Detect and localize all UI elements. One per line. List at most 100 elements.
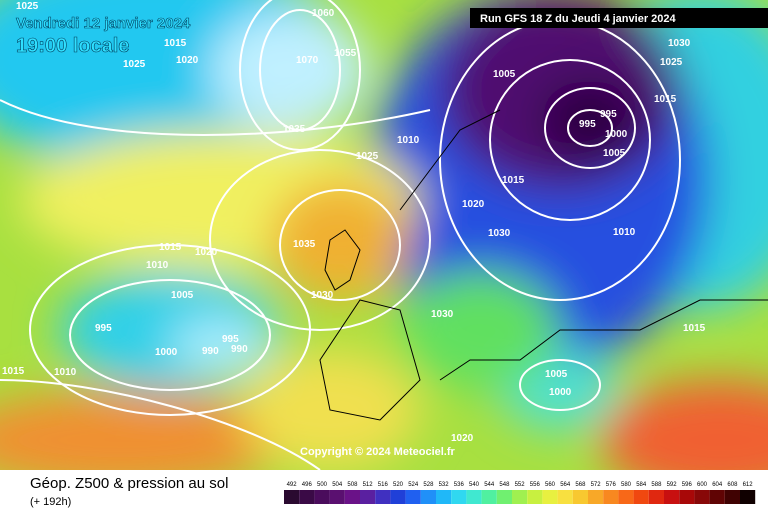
scale-swatch bbox=[724, 490, 740, 504]
scale-label: 508 bbox=[347, 482, 358, 488]
isobar-label: 1030 bbox=[668, 38, 691, 49]
scale-label: 560 bbox=[545, 482, 556, 488]
isobar-label: 1070 bbox=[296, 55, 319, 66]
isobar-label: 1020 bbox=[195, 247, 218, 258]
isobar-label: 1015 bbox=[683, 323, 706, 334]
scale-label: 492 bbox=[287, 482, 298, 488]
isobar-label: 1030 bbox=[311, 290, 334, 301]
scale-label: 592 bbox=[667, 482, 678, 488]
scale-label: 576 bbox=[606, 482, 617, 488]
scale-label: 612 bbox=[743, 482, 754, 488]
isobar-label: 1060 bbox=[312, 8, 335, 19]
scale-label: 528 bbox=[423, 482, 434, 488]
scale-swatch bbox=[618, 490, 634, 504]
scale-label: 568 bbox=[575, 482, 586, 488]
lead-time: (+ 192h) bbox=[30, 496, 71, 508]
scale-swatch bbox=[603, 490, 619, 504]
isobar-labels: 1025 1060 1015 1020 1025 1070 1055 1035 1025 1010… bbox=[2, 1, 706, 444]
scale-label: 532 bbox=[439, 482, 450, 488]
isobar-label: 1025 bbox=[16, 1, 39, 12]
isobar-label: 1010 bbox=[397, 135, 420, 146]
date-label: Vendredi 12 janvier 2024 bbox=[16, 15, 191, 32]
isobar-label: 1010 bbox=[54, 367, 77, 378]
scale-label: 540 bbox=[469, 482, 480, 488]
scale-label: 604 bbox=[712, 482, 723, 488]
scale-label: 584 bbox=[636, 482, 647, 488]
isobar-label: 1000 bbox=[155, 347, 178, 358]
isobar-label: 1015 bbox=[2, 366, 25, 377]
isobar-label: 1015 bbox=[159, 242, 182, 253]
isobar-label: 990 bbox=[202, 346, 219, 357]
scale-label: 552 bbox=[515, 482, 526, 488]
scale-swatch bbox=[344, 490, 360, 504]
isobar-label: 1015 bbox=[654, 94, 677, 105]
scale-swatch bbox=[664, 490, 680, 504]
scale-label: 512 bbox=[363, 482, 374, 488]
isobar-label: 1000 bbox=[549, 387, 572, 398]
isobar-label: 1030 bbox=[488, 228, 511, 239]
scale-swatch bbox=[496, 490, 512, 504]
color-scale: 492 496 500 504 508 512 516 520 524 528 532 536 540 5… bbox=[284, 482, 756, 504]
isobar-label: 1025 bbox=[356, 151, 379, 162]
isobar-label: 1005 bbox=[545, 369, 568, 380]
scale-swatch bbox=[390, 490, 406, 504]
isobar-label: 995 bbox=[95, 323, 112, 334]
isobar-label: 995 bbox=[222, 334, 239, 345]
isobar-label: 1010 bbox=[146, 260, 169, 271]
scale-swatch bbox=[284, 490, 300, 504]
time-label: 19:00 locale bbox=[16, 35, 129, 57]
isobar-label: 1020 bbox=[176, 55, 199, 66]
run-label: Run GFS 18 Z du Jeudi 4 janvier 2024 bbox=[480, 13, 677, 25]
legend-title: Géop. Z500 & pression au sol bbox=[30, 475, 228, 492]
scale-swatch bbox=[466, 490, 482, 504]
scale-swatch bbox=[405, 490, 421, 504]
run-box bbox=[470, 8, 768, 28]
scale-label: 596 bbox=[682, 482, 693, 488]
isobar-label: 1010 bbox=[613, 227, 636, 238]
scale-label: 496 bbox=[302, 482, 313, 488]
scale-swatch bbox=[420, 490, 436, 504]
scale-label: 600 bbox=[697, 482, 708, 488]
isobar-label: 1030 bbox=[431, 309, 454, 320]
scale-swatch bbox=[481, 490, 497, 504]
isobar-label: 1005 bbox=[493, 69, 516, 80]
scale-label: 580 bbox=[621, 482, 632, 488]
scale-label: 536 bbox=[454, 482, 465, 488]
scale-label: 556 bbox=[530, 482, 541, 488]
scale-swatch bbox=[436, 490, 452, 504]
scale-swatch bbox=[557, 490, 573, 504]
isobar-label: 1025 bbox=[660, 57, 683, 68]
isobar-label: 1005 bbox=[171, 290, 194, 301]
isobar-label: 990 bbox=[231, 344, 248, 355]
scale-swatch bbox=[740, 490, 756, 504]
scale-label: 608 bbox=[727, 482, 738, 488]
isobar-label: 1005 bbox=[603, 148, 626, 159]
scale-label: 544 bbox=[484, 482, 495, 488]
scale-swatch bbox=[527, 490, 543, 504]
scale-swatch bbox=[679, 490, 695, 504]
scale-swatch bbox=[360, 490, 376, 504]
scale-swatch bbox=[299, 490, 315, 504]
scale-label: 516 bbox=[378, 482, 389, 488]
scale-label: 520 bbox=[393, 482, 404, 488]
scale-swatch bbox=[329, 490, 345, 504]
scale-swatch bbox=[375, 490, 391, 504]
isobar-label: 995 bbox=[600, 109, 617, 120]
isobar-label: 1055 bbox=[334, 48, 357, 59]
scale-swatch bbox=[512, 490, 528, 504]
scale-label: 572 bbox=[591, 482, 602, 488]
scale-swatch bbox=[542, 490, 558, 504]
scale-swatch bbox=[709, 490, 725, 504]
field bbox=[0, 0, 768, 470]
scale-swatch bbox=[588, 490, 604, 504]
scale-swatch bbox=[648, 490, 664, 504]
scale-swatch bbox=[633, 490, 649, 504]
scale-label: 588 bbox=[651, 482, 662, 488]
scale-swatch bbox=[314, 490, 330, 504]
isobar-label: 995 bbox=[579, 119, 596, 130]
isobar-label: 1035 bbox=[293, 239, 316, 250]
scale-label: 504 bbox=[332, 482, 343, 488]
isobar-label: 1020 bbox=[451, 433, 474, 444]
